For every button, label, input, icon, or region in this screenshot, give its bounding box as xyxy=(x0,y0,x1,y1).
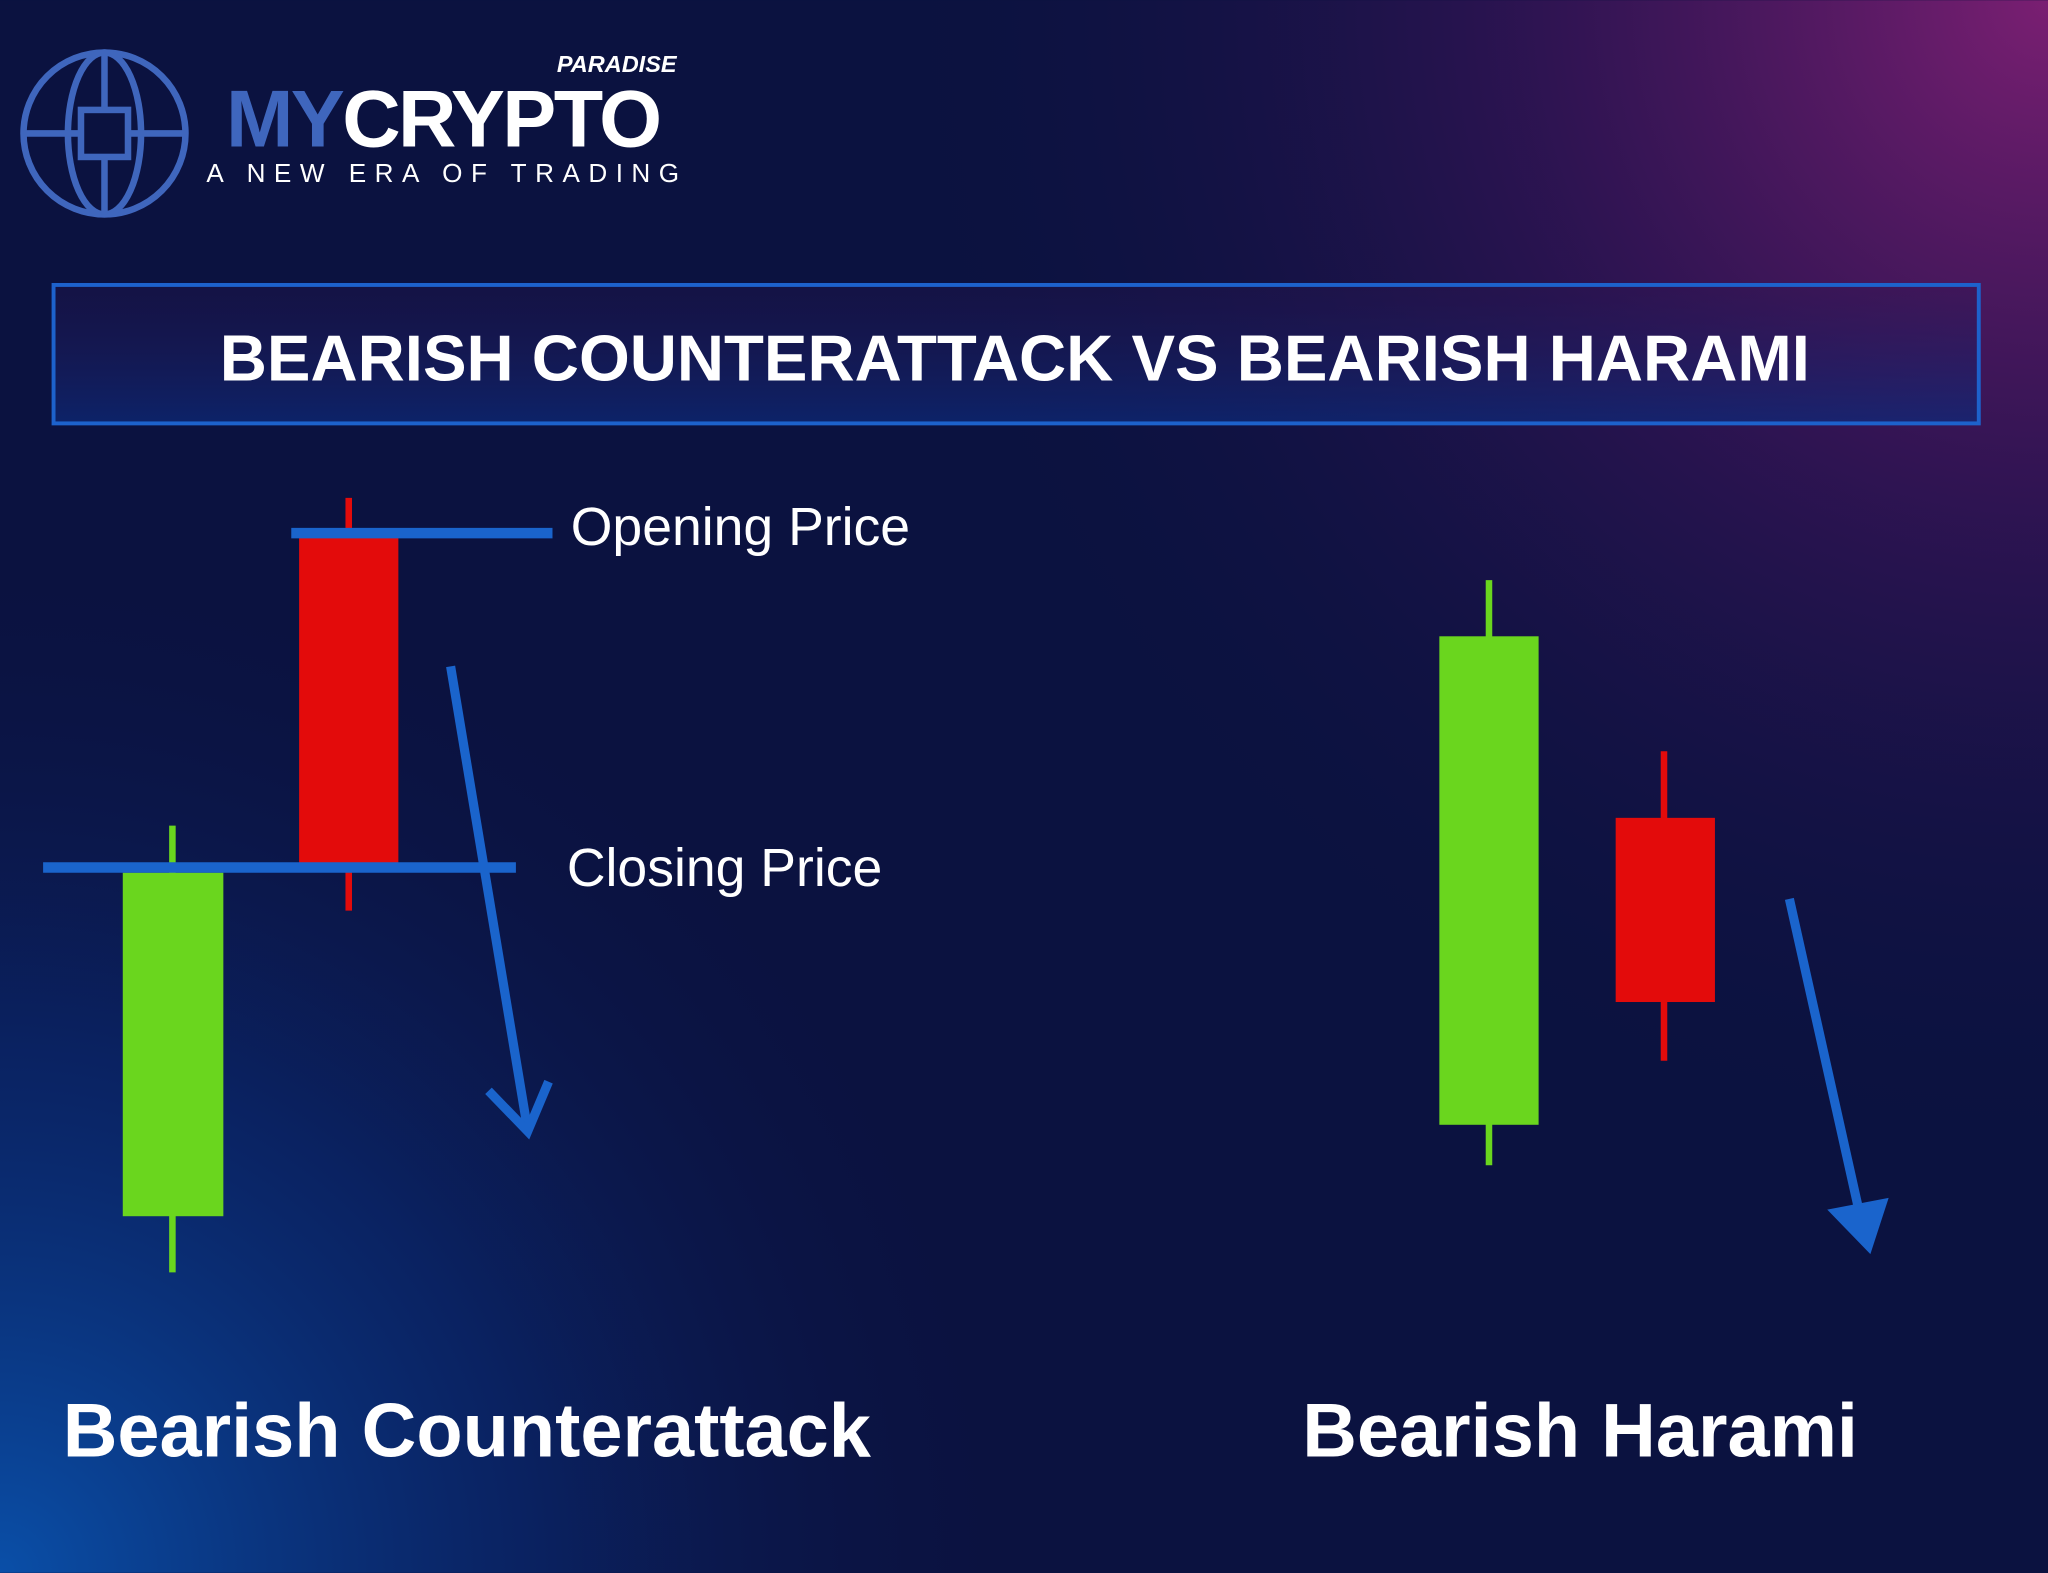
bearish-candle xyxy=(1615,817,1715,1003)
bearish-candle xyxy=(299,535,399,865)
logo-brand: MYCRYPTO xyxy=(226,74,660,164)
trend-arrow xyxy=(1784,897,1865,1216)
bullish-candle xyxy=(1439,636,1539,1125)
trend-arrow-head xyxy=(485,1079,553,1140)
trend-arrow xyxy=(446,665,533,1131)
trend-arrow-head xyxy=(1827,1197,1889,1255)
logo-tag: PARADISE xyxy=(557,51,678,77)
closing-label: Closing Price xyxy=(567,839,882,898)
bullish-candle xyxy=(122,872,224,1217)
left-caption: Bearish Counterattack xyxy=(63,1389,872,1474)
right-caption: Bearish Harami xyxy=(1302,1389,1858,1474)
logo-tagline: A NEW ERA OF TRADING xyxy=(206,158,687,188)
title: BEARISH COUNTERATTACK VS BEARISH HARAMI xyxy=(220,321,1810,394)
title-box xyxy=(51,282,1981,426)
logo xyxy=(20,49,189,218)
opening-label: Opening Price xyxy=(571,498,910,557)
logo-brand-main: CRYPTO xyxy=(342,74,659,164)
logo-brand-prefix: MY xyxy=(226,74,344,164)
logo-chip xyxy=(77,106,132,161)
